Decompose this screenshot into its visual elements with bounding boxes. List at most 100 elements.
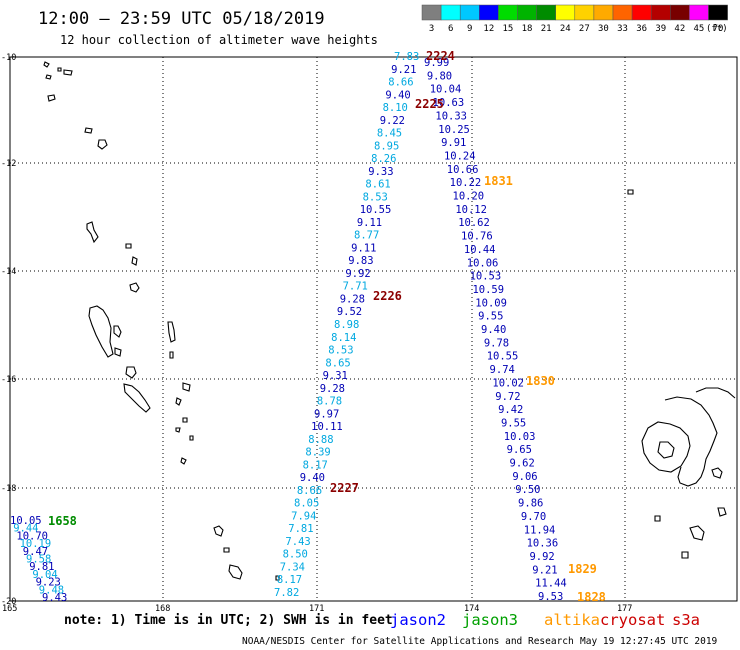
track-wave-height: 8.53 [363,191,388,203]
legend-swatch [650,4,671,21]
track-wave-height: 7.82 [274,587,299,599]
coastline-island [681,551,689,559]
legend-level-label: 70 [713,24,724,34]
track-wave-height: 11.44 [535,578,567,590]
track-wave-height: 9.31 [323,370,348,382]
track-wave-height: 9.50 [515,484,540,496]
coastline-island [223,547,230,553]
track-wave-height: 9.86 [518,498,543,510]
legend-level-label: 6 [448,24,453,34]
track-wave-height: 8.53 [328,345,353,357]
coastline-island [63,69,73,76]
coastline-island [641,421,691,473]
track-wave-height: 9.72 [495,391,520,403]
track-wave-height: 9.81 [29,561,54,573]
satellite-tracks: 7.839.218.669.408.109.228.458.958.269.33… [10,51,567,604]
track-wave-height: 8.78 [317,396,342,408]
track-wave-height: 8.65 [325,357,350,369]
coastline-island [275,575,280,581]
track-wave-height: 7.34 [280,561,305,573]
track-wave-height: 10.55 [360,204,392,216]
track-wave-height: 9.23 [36,577,61,589]
map-frame [9,56,738,602]
legend-level-label: 36 [636,24,647,34]
track-wave-height: 10.62 [458,217,490,229]
satellite-name: jason3 [462,611,518,629]
track-wave-height: 9.55 [478,311,503,323]
legend-swatch [517,4,537,21]
track-wave-height: 10.19 [20,538,52,550]
track-wave-height: 9.99 [424,57,449,69]
pass-label: 1830 [526,374,555,388]
track-wave-height: 8.66 [388,77,413,89]
legend-swatch [479,4,499,21]
track-wave-height: 9.70 [521,511,546,523]
track-wave-height: 8.50 [283,549,308,561]
coastline-island [228,564,243,580]
satellite-key: jason2 jason3 altika cryosat s3a [390,611,700,629]
coastline-island [654,515,661,522]
track-wave-height: 10.05 [10,515,42,527]
pass-label: 2224 [426,49,455,63]
legend-level-label: 9 [467,24,472,34]
track-wave-height: 9.52 [337,306,362,318]
latitude-label: -10 [1,53,16,63]
legend-swatch [612,4,633,21]
latitude-label: -20 [1,597,16,607]
legend-swatch [536,4,556,21]
track-wave-height: 8.98 [334,319,359,331]
track-wave-height: 8.17 [277,574,302,586]
track-wave-height: 9.11 [357,217,382,229]
map-subtitle: 12 hour collection of altimeter wave hei… [60,33,378,47]
coastlines [43,61,736,581]
track-wave-height: 10.55 [487,351,519,363]
coastline-island [175,427,181,433]
track-wave-height: 9.97 [314,408,339,420]
pass-label: 2227 [330,481,359,495]
track-wave-height: 9.21 [391,64,416,76]
track-wave-height: 8.26 [371,153,396,165]
track-wave-height: 10.24 [444,150,476,162]
track-wave-height: 9.42 [498,404,523,416]
footer-timestamp: May 19 12:27:45 UTC 2019 [580,636,718,647]
coastline-island [189,435,194,441]
coastline-island [167,321,176,343]
coastline-island [47,94,56,102]
track-wave-height: 9.62 [510,458,535,470]
track-wave-height: 8.66 [297,485,322,497]
pass-label: 1828 [577,590,606,604]
track-wave-height: 9.48 [39,584,64,596]
track-wave-height: 9.06 [512,471,537,483]
track-wave-height: 9.40 [481,324,506,336]
track-wave-height: 8.88 [308,434,333,446]
track-wave-height: 9.28 [340,293,365,305]
legend-level-label: 21 [541,24,552,34]
track-wave-height: 10.06 [467,257,499,269]
track-wave-height: 9.22 [380,115,405,127]
track-wave-height: 7.94 [291,510,316,522]
coastline-island [125,243,132,249]
coastline-island [182,417,188,423]
track-wave-height: 8.10 [383,102,408,114]
track-wave-height: 9.21 [532,564,557,576]
coastline-island [627,189,634,195]
track-wave-height: 7.83 [394,51,419,63]
track-wave-height: 8.14 [331,332,356,344]
legend-level-label: 33 [617,24,628,34]
coastline-island [182,382,191,392]
track-wave-height: 9.92 [345,268,370,280]
legend-swatch [631,4,652,21]
legend-swatch [708,4,728,21]
track-wave-height: 9.58 [26,554,51,566]
coastline-island [84,127,93,134]
track-wave-height: 9.83 [348,255,373,267]
coastline-island [717,507,727,517]
legend-level-label: 18 [522,24,533,34]
track-wave-height: 11.94 [524,524,556,536]
legend-level-label: 39 [655,24,666,34]
coastline-island [114,347,122,357]
map-border [9,56,738,602]
track-wave-height: 9.80 [427,70,452,82]
